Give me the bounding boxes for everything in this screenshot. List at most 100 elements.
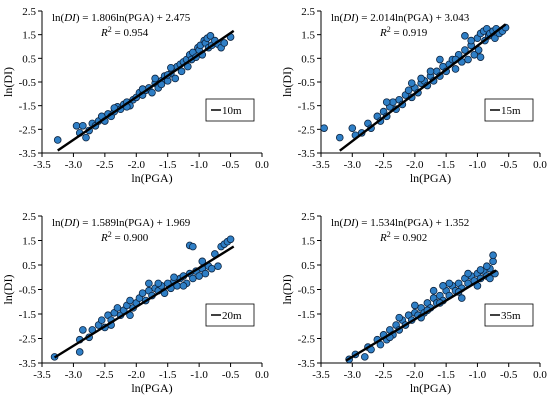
data-point [360,353,369,361]
y-tick-label: -2.5 [298,334,316,346]
x-tick-label: -2.5 [375,369,393,381]
equation-rest: ) = 1.589ln(PGA) + 1.969 [76,217,191,229]
data-point [464,269,472,278]
data-point [476,53,485,61]
x-tick-label: 0.0 [255,369,269,381]
data-point [382,98,391,106]
r-squared-exponent: 2 [387,230,391,239]
data-point [79,326,87,334]
data-point [75,348,84,356]
equation-prefix: ln( [331,217,344,229]
r-squared-value: = 0.902 [391,232,427,244]
y-tick-label: 2.5 [301,211,315,223]
data-point [464,55,472,64]
data-point [489,251,497,260]
data-point [407,79,416,87]
r-squared-exponent: 2 [387,25,391,34]
y-tick-label: 0.5 [301,260,315,272]
panel-4: -3.5 -3.0 -2.5 -2.0 -1.5 -1.0 -0.5 0.0 -3.5 -2.5 -… [280,211,547,395]
data-point [335,133,344,142]
y-tick-label: -0.5 [19,77,37,89]
y-tick-label: -1.5 [298,309,316,321]
panel-1: -3.5 -3.0 -2.5 -2.0 -1.5 -1.0 -0.5 0.0 -3.5 -2.5 -… [1,6,269,185]
data-point [82,133,90,142]
data-point [226,235,235,244]
regression-equation: ln(DI) = 2.014ln(PGA) + 3.043 [331,12,470,24]
data-point [320,124,328,132]
data-point [436,55,444,64]
equation-prefix: ln( [331,12,344,24]
data-point [171,74,180,83]
data-point [206,32,215,40]
data-point [154,279,163,288]
x-tick-label: -1.0 [190,369,208,381]
data-point [145,279,153,288]
legend-label: 20m [222,310,242,322]
data-point [195,272,203,280]
data-point [72,121,81,130]
x-tick-label: -2.0 [406,369,424,381]
x-tick-label: -0.5 [500,369,518,381]
regression-equation: ln(DI) = 1.806ln(PGA) + 2.475 [52,12,191,24]
r-squared-value: = 0.900 [112,232,149,244]
y-axis-title: ln(DI) [280,275,294,305]
equation-rest: ) = 2.014ln(PGA) + 3.043 [355,12,470,24]
x-tick-label: -2.5 [375,159,393,171]
data-point [214,262,222,271]
legend-box [484,98,534,122]
data-point [79,121,87,130]
regression-equation: ln(DI) = 1.534ln(PGA) + 1.352 [331,217,469,229]
x-tick-label: -1.0 [190,159,208,171]
equation-var: DI [342,12,356,24]
data-point [201,269,210,278]
equation-prefix: ln( [52,12,65,24]
legend-label: 35m [501,310,521,322]
panel-2: -3.5 -3.0 -2.5 -2.0 -1.5 -1.0 -0.5 0.0 -3.5 -2.5 -… [280,6,547,185]
y-tick-label: -1.5 [19,101,37,113]
x-tick-label: -2.0 [128,159,146,171]
y-tick-label: 2.5 [22,6,36,18]
x-tick-label: -2.0 [406,159,424,171]
data-point [417,74,425,83]
data-point [461,32,469,40]
legend-box [484,303,534,327]
data-point [53,136,62,144]
r-squared-label: R [379,232,387,244]
data-point [445,279,454,288]
y-tick-label: 0.5 [22,260,36,272]
x-axis-title: ln(PGA) [410,171,451,185]
y-tick-label: 1.5 [301,236,315,248]
x-axis-title: ln(PGA) [410,381,451,395]
x-tick-label: -3.5 [312,159,330,171]
r-squared-value: = 0.919 [391,27,428,39]
data-point [429,286,438,295]
r-squared: R2 = 0.954 [100,25,149,39]
data-point [167,64,175,72]
equation-var: DI [342,217,356,229]
data-point [474,46,483,54]
equation-rest: ) = 1.806ln(PGA) + 2.475 [76,12,191,24]
y-tick-label: -1.5 [19,309,37,321]
r-squared: R2 = 0.902 [379,230,427,244]
y-tick-label: 0.5 [301,53,315,65]
x-tick-label: -0.5 [500,159,518,171]
y-tick-label: 1.5 [22,236,36,248]
data-point [97,316,106,324]
regression-line [53,245,235,359]
regression-equation: ln(DI) = 1.589ln(PGA) + 1.969 [52,217,191,229]
data-point [220,39,229,47]
x-tick-label: -0.5 [222,369,240,381]
y-axis-title: ln(DI) [280,67,294,97]
data-point [483,262,491,271]
data-point [404,86,413,95]
x-tick-label: -3.0 [65,159,83,171]
data-point [476,266,485,274]
x-tick-label: -2.5 [96,369,114,381]
data-point [395,313,404,322]
y-tick-label: 0.5 [22,53,36,65]
regression-line [339,23,507,152]
regression-line [57,29,235,152]
data-point [170,273,178,282]
y-tick-label: 2.5 [301,6,315,18]
